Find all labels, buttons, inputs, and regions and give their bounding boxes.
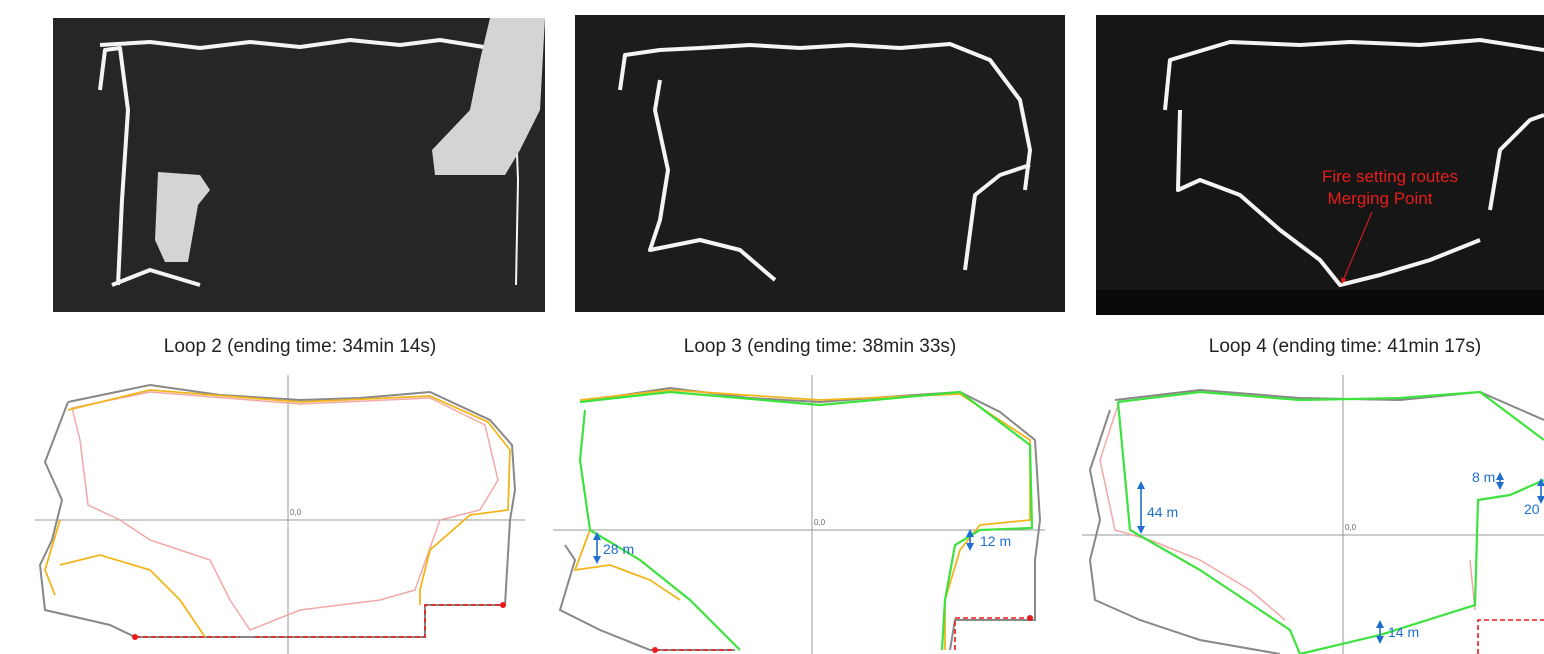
figure: Fire setting routes Merging Point Loop 2… [0, 0, 1544, 654]
origin-label: 0,0 [1345, 523, 1357, 532]
thermal-image [575, 15, 1065, 312]
measurement-label: 14 m [1388, 624, 1419, 640]
measurement-label: 20 [1524, 501, 1540, 517]
image-annotation: Fire setting routes [1322, 167, 1458, 186]
thermal-image: Fire setting routes Merging Point [1096, 15, 1544, 315]
origin-label: 0,0 [290, 508, 302, 517]
caption: Loop 2 (ending time: 34min 14s) [164, 336, 437, 357]
measurement-label: 28 m [603, 541, 634, 557]
perimeter-diagram: 0,0 44 m 8 m 20 14 m [1082, 375, 1544, 654]
image-annotation: Merging Point [1328, 189, 1433, 208]
measurement-label: 44 m [1147, 504, 1178, 520]
thermal-image [53, 18, 545, 312]
perimeter-diagram: 0,0 [35, 375, 525, 654]
origin-label: 0,0 [814, 518, 826, 527]
perimeter-diagram: 0,0 28 m 12 m [553, 375, 1045, 654]
caption: Loop 3 (ending time: 38min 33s) [684, 336, 957, 357]
caption: Loop 4 (ending time: 41min 17s) [1209, 336, 1482, 357]
measurement-label: 8 m [1472, 469, 1495, 485]
measurement-label: 12 m [980, 533, 1011, 549]
